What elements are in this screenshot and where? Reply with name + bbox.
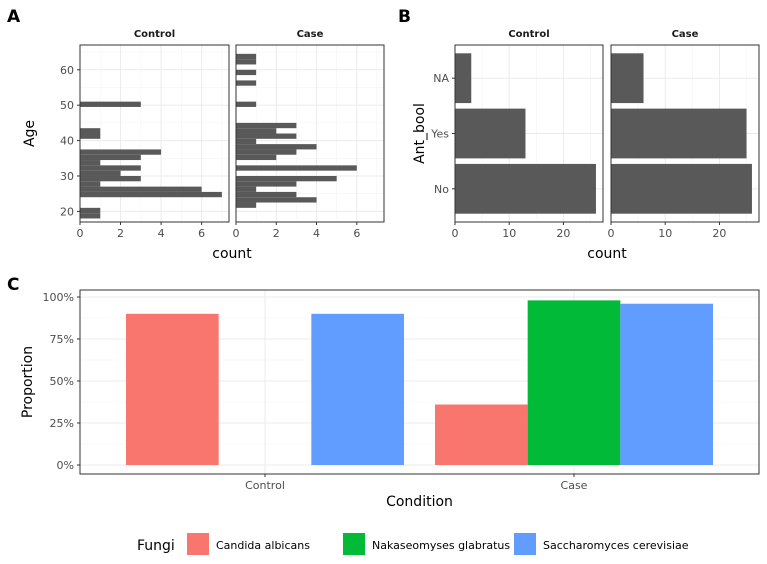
- x-tick-label: 20: [712, 227, 726, 240]
- histogram-bar: [80, 181, 101, 187]
- panel-border: [235, 44, 385, 223]
- histogram-bar: [80, 191, 222, 198]
- panel-border: [79, 289, 760, 475]
- panel-label-a: A: [7, 7, 21, 27]
- legend-key: [343, 533, 365, 555]
- y-tick-label: No: [434, 183, 449, 196]
- histogram-bar: [236, 69, 257, 76]
- histogram-bar: [236, 165, 357, 171]
- bar-control-2: [311, 313, 404, 465]
- x-tick-label: 0: [233, 227, 240, 240]
- x-tick-label: Case: [561, 479, 588, 492]
- x-tick-label: 4: [313, 227, 320, 240]
- histogram-bar: [80, 160, 101, 166]
- y-tick-label: 30: [60, 170, 74, 183]
- histogram-bar: [80, 128, 101, 134]
- facet-strip-case: Case: [672, 29, 699, 40]
- histogram-bar: [80, 133, 101, 139]
- x-tick-label: Control: [245, 479, 285, 492]
- y-tick-label: 0%: [57, 459, 74, 472]
- histogram-bar: [80, 186, 202, 192]
- x-tick-label: 2: [117, 227, 124, 240]
- panel-label-c: C: [7, 275, 19, 295]
- x-tick-label: 0: [77, 227, 84, 240]
- panel-border: [610, 44, 760, 223]
- bar-na: [611, 53, 644, 104]
- y-axis-title: Proportion: [20, 346, 36, 418]
- histogram-bar: [236, 101, 257, 107]
- panel-label-b: B: [398, 7, 411, 27]
- bar-case-2: [620, 303, 713, 465]
- x-axis-title: Condition: [386, 494, 453, 510]
- y-axis-title: Ant_bool: [412, 103, 428, 164]
- histogram-bar: [236, 59, 257, 65]
- y-tick-label: 75%: [50, 333, 74, 346]
- legend-label: Candida albicans: [216, 539, 310, 552]
- y-tick-label: 20: [60, 205, 74, 218]
- histogram-bar: [236, 191, 297, 198]
- y-tick-label: 100%: [43, 291, 74, 304]
- y-tick-label: 50%: [50, 375, 74, 388]
- bar-no: [455, 163, 596, 214]
- histogram-bar: [80, 207, 101, 214]
- x-axis-title: count: [587, 246, 627, 262]
- bar-case-1: [527, 300, 621, 465]
- histogram-bar: [80, 101, 141, 107]
- y-tick-label: 50: [60, 99, 74, 112]
- y-tick-label: 40: [60, 135, 74, 148]
- histogram-bar: [236, 175, 337, 182]
- legend-label: Saccharomyces cerevisiae: [543, 539, 689, 552]
- histogram-bar: [236, 144, 317, 150]
- x-tick-label: 20: [556, 227, 570, 240]
- histogram-bar: [236, 53, 257, 60]
- x-tick-label: 10: [502, 227, 516, 240]
- legend-key: [514, 533, 536, 555]
- panel-border: [79, 44, 230, 223]
- histogram-bar: [236, 122, 297, 129]
- histogram-bar: [80, 213, 101, 219]
- histogram-bar: [80, 170, 121, 176]
- histogram-bar: [236, 80, 257, 86]
- y-tick-label: 25%: [50, 417, 74, 430]
- bar-control-0: [126, 313, 219, 465]
- histogram-bar: [236, 181, 297, 187]
- legend-title: Fungi: [137, 538, 175, 554]
- x-tick-label: 0: [452, 227, 459, 240]
- facet-strip-control: Control: [134, 29, 175, 40]
- bar-yes: [455, 108, 526, 159]
- x-axis-title: count: [212, 246, 252, 262]
- histogram-bar: [236, 202, 257, 208]
- x-tick-label: 0: [608, 227, 615, 240]
- histogram-bar: [236, 197, 317, 203]
- legend-key: [187, 533, 209, 555]
- histogram-bar: [236, 186, 257, 192]
- bar-yes: [611, 108, 747, 159]
- y-tick-label: 60: [60, 64, 74, 77]
- histogram-bar: [236, 133, 297, 139]
- histogram-bar: [236, 149, 297, 155]
- histogram-bar: [80, 175, 141, 182]
- y-tick-label: NA: [433, 72, 449, 85]
- x-tick-label: 10: [658, 227, 672, 240]
- histogram-bar: [80, 154, 141, 161]
- histogram-bar: [80, 149, 162, 155]
- facet-strip-control: Control: [508, 29, 549, 40]
- y-axis-title: Age: [22, 120, 38, 147]
- x-tick-label: 4: [158, 227, 165, 240]
- histogram-bar: [236, 154, 277, 161]
- x-tick-label: 6: [198, 227, 205, 240]
- histogram-bar: [80, 165, 141, 171]
- histogram-bar: [236, 138, 257, 145]
- facet-strip-case: Case: [297, 29, 324, 40]
- bar-case-0: [435, 404, 528, 465]
- legend-label: Nakaseomyses glabratus: [372, 539, 510, 552]
- x-tick-label: 6: [353, 227, 360, 240]
- bar-no: [611, 163, 752, 214]
- histogram-bar: [236, 128, 277, 134]
- x-tick-label: 2: [273, 227, 280, 240]
- y-tick-label: Yes: [430, 128, 449, 141]
- bar-na: [455, 53, 472, 104]
